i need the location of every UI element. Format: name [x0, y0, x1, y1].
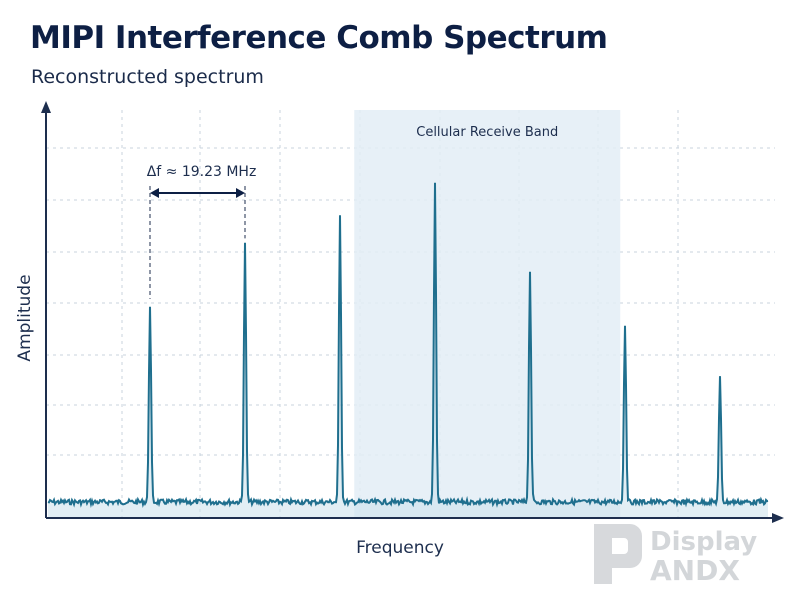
spectrum-trace: [47, 182, 769, 509]
spacing-annotation: Δf ≈ 19.23 MHz: [147, 164, 257, 299]
band-label: Cellular Receive Band: [416, 125, 558, 140]
axes: [41, 101, 784, 523]
arrowhead-left: [150, 188, 159, 198]
chart-subtitle: Reconstructed spectrum: [31, 66, 264, 88]
cellular-band: [354, 110, 621, 518]
y-axis-arrow: [41, 101, 51, 113]
x-axis-arrow: [772, 513, 784, 523]
watermark-text-bottom: ANDX: [650, 554, 740, 587]
displayandx-watermark-logo: Display ANDX: [594, 524, 757, 587]
watermark-text-top: Display: [650, 527, 757, 557]
y-axis-label: Amplitude: [15, 274, 35, 361]
arrowhead-right: [236, 188, 245, 198]
chart-title: MIPI Interference Comb Spectrum: [30, 20, 608, 56]
spacing-label: Δf ≈ 19.23 MHz: [147, 164, 257, 180]
x-axis-label: Frequency: [356, 538, 444, 558]
